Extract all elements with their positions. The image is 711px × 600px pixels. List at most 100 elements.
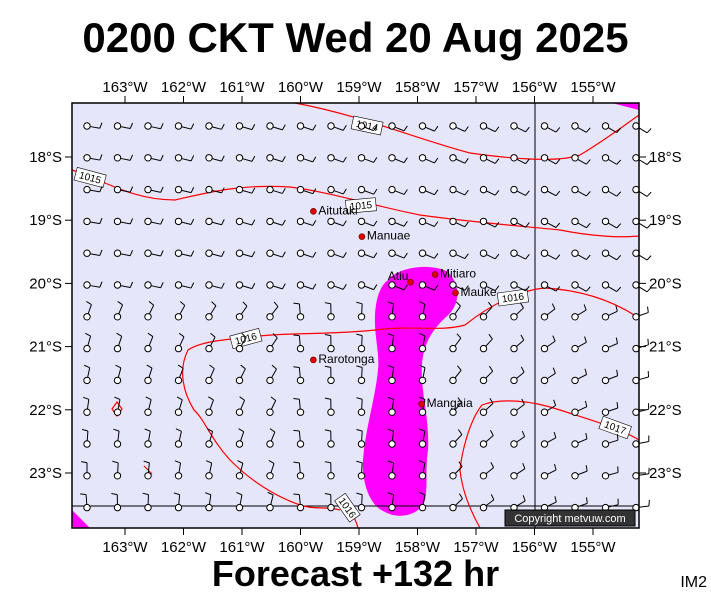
wind-barb-flag <box>646 128 652 134</box>
wind-barb-flag <box>207 428 213 432</box>
wind-barb-flag <box>84 364 90 369</box>
wind-barb-station <box>418 472 427 480</box>
place-dot <box>418 400 425 408</box>
wind-barb-shaft <box>425 254 435 259</box>
wind-barb-shaft <box>118 336 123 346</box>
wind-barb-station <box>266 154 274 162</box>
wind-barb-flag <box>356 492 363 496</box>
wind-barb-flag <box>312 124 317 131</box>
wind-barb-shaft <box>303 126 313 131</box>
wind-barb-flag <box>190 250 195 257</box>
wind-barb-shaft <box>90 126 100 129</box>
wind-barb-flag <box>615 305 618 312</box>
wind-barb-flag <box>238 428 244 433</box>
wind-barb-station <box>601 217 610 226</box>
wind-barb-flag <box>147 332 154 337</box>
wind-barb-shaft <box>422 303 426 314</box>
wind-barb-station <box>632 185 640 194</box>
wind-barb-shaft <box>179 368 184 378</box>
wind-barb-station <box>83 408 91 416</box>
wind-barb-shaft <box>394 126 405 132</box>
wind-barb-flag <box>190 187 195 193</box>
place-label: Mauke <box>461 285 497 299</box>
wind-barb-shaft <box>577 374 587 380</box>
wind-barb-station <box>540 249 549 257</box>
wind-barb-flag <box>553 399 557 406</box>
wind-barb-station <box>479 313 488 321</box>
wind-barb-station <box>144 217 152 226</box>
wind-barb-shaft <box>391 431 395 441</box>
wind-barb-flag <box>464 221 469 228</box>
wind-barb-shaft <box>209 431 214 442</box>
wind-barb-flag <box>342 283 347 290</box>
isobar-label-1016-east: 1016 <box>496 288 530 307</box>
wind-barb-flag <box>647 338 649 345</box>
wind-barb-shaft <box>577 190 587 197</box>
wind-barb-station <box>327 154 335 162</box>
wind-barb-station <box>632 154 640 162</box>
ocean-area <box>72 103 639 528</box>
wind-barb-shaft <box>272 158 283 163</box>
wind-barb-flag <box>419 428 426 432</box>
wind-barb-station <box>357 185 366 194</box>
wind-barb-flag <box>585 127 591 133</box>
wind-barb-station <box>235 313 244 321</box>
wind-barb-flag <box>464 253 469 259</box>
wind-barb-shaft <box>425 126 435 132</box>
wind-barb-station <box>571 249 579 257</box>
wind-barb-shaft <box>120 253 131 257</box>
wind-barb-shaft <box>210 336 216 346</box>
wind-barb-station <box>449 154 457 162</box>
wind-barb-flag <box>522 495 526 502</box>
wind-barb-station <box>601 344 610 353</box>
wind-barb-station <box>632 217 640 226</box>
wind-barb-station <box>266 503 274 512</box>
lon-label-top: 156°W <box>512 79 558 96</box>
wind-barb-shaft <box>364 285 374 291</box>
wind-barb-station <box>479 185 488 194</box>
wind-barb-shaft <box>577 470 588 476</box>
wind-barb-station <box>449 408 457 416</box>
wind-barb-flag <box>616 254 622 261</box>
lat-label-right: 21°S <box>649 339 682 356</box>
wind-barb-flag <box>490 462 495 468</box>
wind-barb-station <box>235 122 244 130</box>
wind-barb-flag <box>160 250 164 257</box>
wind-barb-station <box>571 408 579 416</box>
wind-barb-shaft <box>454 434 463 442</box>
place-dot <box>310 356 317 364</box>
wind-barb-shaft <box>90 221 100 225</box>
axis-ticks: 163°W 163°W 162°W 162°W 161°W 161°W 160°W 160°W… <box>29 79 681 556</box>
wind-barb-flag <box>488 365 494 372</box>
wind-barb-shaft <box>394 190 405 195</box>
wind-barb-shaft <box>516 436 525 443</box>
wind-barb-station <box>83 503 91 512</box>
lon-label-bottom: 159°W <box>336 539 382 556</box>
wind-barb-flag <box>221 155 225 162</box>
wind-barb-flag <box>647 306 649 313</box>
wind-barb-flag <box>208 396 214 401</box>
wind-barb-shaft <box>271 368 277 378</box>
lat-label-left: 20°S <box>29 275 62 292</box>
place-label: Atiu <box>388 269 409 283</box>
wind-barb-station <box>601 440 610 448</box>
wind-barb-flag <box>646 159 652 165</box>
wind-barb-flag <box>616 434 619 441</box>
wind-barb-flag <box>112 460 119 464</box>
wind-barb-shaft <box>425 158 435 164</box>
wind-barb-shaft <box>608 504 619 508</box>
wind-barb-station <box>357 249 366 257</box>
wind-barb-shaft <box>147 462 150 473</box>
wind-barb-shaft <box>516 222 526 228</box>
wind-barb-shaft <box>638 190 648 197</box>
wind-barb-shaft <box>178 399 183 410</box>
wind-barb-flag <box>586 497 588 504</box>
wind-barb-station <box>479 344 488 353</box>
wind-barb-flag <box>583 304 587 311</box>
wind-barb-flag <box>616 369 619 376</box>
wind-barb-shaft <box>425 222 435 227</box>
wind-barb-flag <box>99 186 103 193</box>
wind-barb-shaft <box>270 494 274 505</box>
wind-barb-shaft <box>547 190 557 197</box>
wind-barb-flag <box>487 301 493 308</box>
